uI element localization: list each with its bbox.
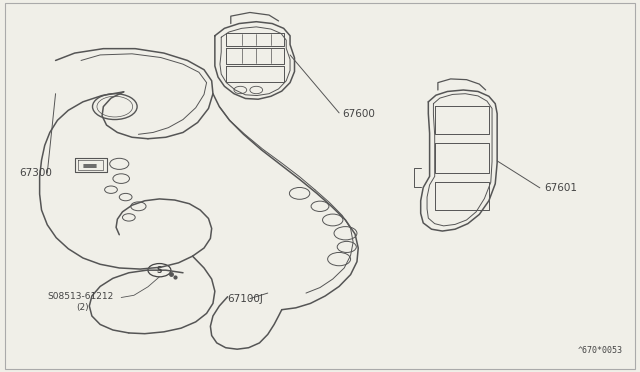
Text: 67600: 67600 bbox=[342, 109, 375, 119]
Text: 67601: 67601 bbox=[544, 183, 577, 193]
Text: 67100J: 67100J bbox=[228, 294, 264, 304]
Text: S08513-61212: S08513-61212 bbox=[47, 292, 113, 301]
Text: 67300: 67300 bbox=[19, 168, 52, 178]
Text: ^670*0053: ^670*0053 bbox=[578, 346, 623, 355]
Text: S: S bbox=[157, 266, 162, 275]
Text: (2): (2) bbox=[77, 303, 89, 312]
